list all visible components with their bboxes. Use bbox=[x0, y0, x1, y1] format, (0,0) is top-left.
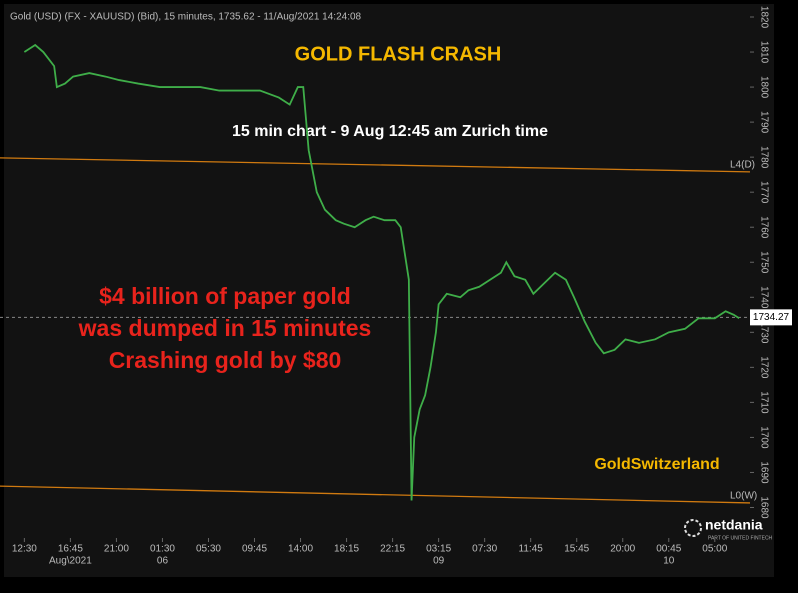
level-line bbox=[0, 485, 751, 504]
last-price-label: 1734.27 bbox=[753, 312, 790, 323]
last-price-box bbox=[750, 309, 792, 326]
annotation: $4 billion of paper gold bbox=[99, 283, 351, 309]
y-tick-label: 1700 bbox=[758, 426, 769, 449]
level-line bbox=[0, 157, 751, 173]
x-tick-label: 05:30 bbox=[196, 544, 221, 555]
price-line bbox=[23, 43, 740, 501]
logo-sub: PART OF UNITED FINTECH bbox=[708, 535, 773, 541]
logo: netdania bbox=[705, 517, 763, 533]
x-tick-label: 16:45 bbox=[58, 544, 83, 555]
y-tick-label: 1760 bbox=[758, 216, 769, 239]
x-tick-label: 03:15 bbox=[426, 544, 451, 555]
y-tick-label: 1690 bbox=[758, 461, 769, 484]
y-tick-label: 1820 bbox=[758, 6, 769, 29]
annotation: was dumped in 15 minutes bbox=[78, 315, 372, 341]
x-tick-sublabel: 06 bbox=[157, 556, 169, 567]
x-tick-label: 11:45 bbox=[519, 544, 544, 555]
plot-area bbox=[4, 4, 774, 577]
y-tick-label: 1750 bbox=[758, 251, 769, 274]
subtitle: 15 min chart - 9 Aug 12:45 am Zurich tim… bbox=[232, 123, 548, 140]
x-tick-label: 22:15 bbox=[380, 544, 405, 555]
level-label: L0(W) bbox=[730, 491, 757, 502]
level-label: L4(D) bbox=[730, 159, 755, 170]
x-tick-sublabel: 10 bbox=[663, 556, 675, 567]
y-tick-label: 1710 bbox=[758, 391, 769, 414]
x-tick-label: 15:45 bbox=[564, 544, 589, 555]
x-tick-label: 00:45 bbox=[656, 544, 681, 555]
x-tick-label: 07:30 bbox=[472, 544, 497, 555]
brand: GoldSwitzerland bbox=[594, 456, 719, 473]
x-tick-label: 12:30 bbox=[12, 544, 37, 555]
y-tick-label: 1740 bbox=[758, 286, 769, 309]
y-tick-label: 1770 bbox=[758, 181, 769, 204]
x-tick-label: 05:00 bbox=[702, 544, 727, 555]
y-tick-label: 1780 bbox=[758, 146, 769, 169]
chart-title: GOLD FLASH CRASH bbox=[295, 43, 502, 65]
x-tick-label: 09:45 bbox=[242, 544, 267, 555]
x-tick-sublabel: 09 bbox=[433, 556, 445, 567]
y-tick-label: 1800 bbox=[758, 76, 769, 99]
x-tick-sublabel: Aug\2021 bbox=[49, 556, 92, 567]
x-tick-label: 20:00 bbox=[610, 544, 635, 555]
x-tick-label: 14:00 bbox=[288, 544, 313, 555]
y-tick-label: 1790 bbox=[758, 111, 769, 134]
y-tick-label: 1680 bbox=[758, 496, 769, 519]
y-tick-label: 1810 bbox=[758, 41, 769, 64]
x-tick-label: 18:15 bbox=[334, 544, 359, 555]
x-tick-label: 01:30 bbox=[150, 544, 175, 555]
x-tick-label: 21:00 bbox=[104, 544, 129, 555]
y-tick-label: 1730 bbox=[758, 321, 769, 344]
annotation: Crashing gold by $80 bbox=[109, 347, 342, 373]
logo-icon bbox=[684, 519, 702, 537]
header: Gold (USD) (FX - XAUUSD) (Bid), 15 minut… bbox=[10, 12, 362, 23]
y-tick-label: 1720 bbox=[758, 356, 769, 379]
